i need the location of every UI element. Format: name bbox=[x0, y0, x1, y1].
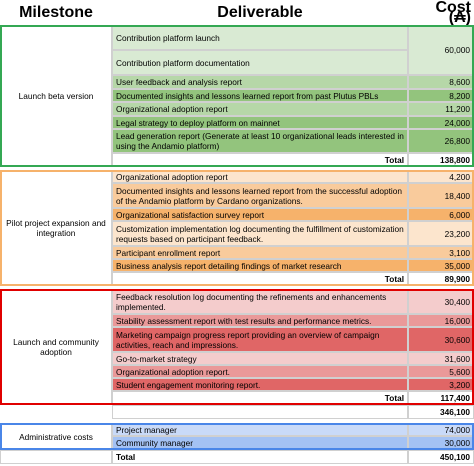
cost-cell: 30,000 bbox=[408, 436, 474, 450]
deliverable-cell: Legal strategy to deploy platform on mai… bbox=[112, 116, 408, 129]
cost-cell: 5,600 bbox=[408, 365, 474, 378]
cost-header: Cost (₳) bbox=[435, 0, 471, 25]
grand-total-label: Total bbox=[112, 450, 408, 464]
deliverable-cell: Lead generation report (Generate at leas… bbox=[112, 129, 408, 153]
deliverable-cell: Student engagement monitoring report. bbox=[112, 378, 408, 391]
total-label: Total bbox=[112, 272, 408, 286]
subtotal-blank bbox=[112, 405, 408, 419]
cost-cell: 11,200 bbox=[408, 102, 474, 116]
cost-cell: 3,200 bbox=[408, 378, 474, 391]
deliverable-cell: Marketing campaign progress report provi… bbox=[112, 327, 408, 352]
deliverable-cell: Documented insights and lessons learned … bbox=[112, 183, 408, 208]
cost-cell: 6,000 bbox=[408, 208, 474, 221]
subtotal-cost: 346,100 bbox=[408, 405, 474, 419]
cost-cell: 26,800 bbox=[408, 129, 474, 153]
total-cost: 89,900 bbox=[408, 272, 474, 286]
milestone-cell: Administrative costs bbox=[0, 423, 112, 450]
cost-cell: 35,000 bbox=[408, 259, 474, 272]
milestone-header: Milestone bbox=[19, 3, 93, 21]
cost-cell: 60,000 bbox=[408, 25, 474, 75]
cost-cell: 8,600 bbox=[408, 75, 474, 89]
cost-cell: 3,100 bbox=[408, 246, 474, 259]
milestone-cell: Launch beta version bbox=[0, 25, 112, 167]
milestone-cell: Pilot project expansion and integration bbox=[0, 170, 112, 286]
deliverable-cell: Go-to-market strategy bbox=[112, 352, 408, 365]
cost-cell: 16,000 bbox=[408, 314, 474, 327]
deliverable-cell: Contribution platform launch bbox=[112, 25, 408, 50]
total-cost: 117,400 bbox=[408, 391, 474, 405]
deliverable-cell: Project manager bbox=[112, 423, 408, 436]
deliverable-cell: Business analysis report detailing findi… bbox=[112, 259, 408, 272]
total-label: Total bbox=[112, 153, 408, 167]
deliverable-cell: User feedback and analysis report bbox=[112, 75, 408, 89]
blank-cell bbox=[0, 450, 112, 464]
deliverable-cell: Stability assessment report with test re… bbox=[112, 314, 408, 327]
deliverable-cell: Organizational adoption report. bbox=[112, 365, 408, 378]
milestone-cell: Launch and community adoption bbox=[0, 289, 112, 405]
cost-cell: 74,000 bbox=[408, 423, 474, 436]
total-cost: 138,800 bbox=[408, 153, 474, 167]
deliverable-cell: Documented insights and lessons learned … bbox=[112, 89, 408, 102]
deliverable-cell: Organizational satisfaction survey repor… bbox=[112, 208, 408, 221]
cost-cell: 31,600 bbox=[408, 352, 474, 365]
cost-cell: 30,600 bbox=[408, 327, 474, 352]
deliverable-cell: Organizational adoption report bbox=[112, 170, 408, 183]
cost-cell: 8,200 bbox=[408, 89, 474, 102]
cost-cell: 4,200 bbox=[408, 170, 474, 183]
total-label: Total bbox=[112, 391, 408, 405]
cost-cell: 30,400 bbox=[408, 289, 474, 314]
deliverable-cell: Customization implementation log documen… bbox=[112, 221, 408, 246]
cost-cell: 18,400 bbox=[408, 183, 474, 208]
cost-cell: 23,200 bbox=[408, 221, 474, 246]
deliverable-cell: Feedback resolution log documenting the … bbox=[112, 289, 408, 314]
deliverable-cell: Participant enrollment report bbox=[112, 246, 408, 259]
deliverable-header: Deliverable bbox=[217, 3, 303, 21]
grand-total-cost: 450,100 bbox=[408, 450, 474, 464]
deliverable-cell: Community manager bbox=[112, 436, 408, 450]
cost-cell: 24,000 bbox=[408, 116, 474, 129]
deliverable-cell: Organizational adoption report bbox=[112, 102, 408, 116]
deliverable-cell: Contribution platform documentation bbox=[112, 50, 408, 75]
